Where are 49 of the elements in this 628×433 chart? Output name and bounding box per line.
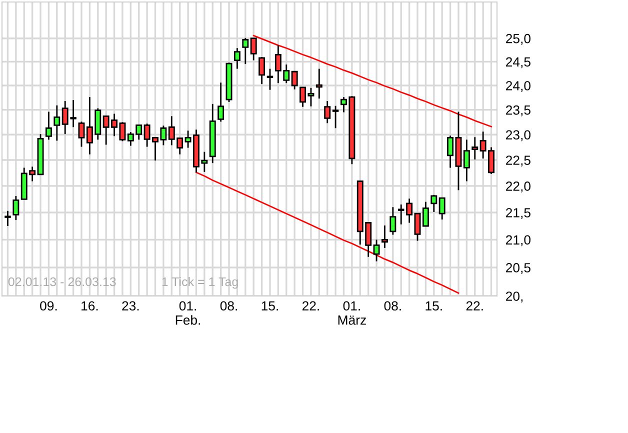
candlestick (390, 206, 396, 236)
candlestick (234, 47, 240, 70)
y-tick-label: 22,0 (506, 182, 530, 192)
candlestick (250, 38, 257, 61)
candlestick (414, 212, 421, 242)
y-tick-label: 21,5 (506, 208, 530, 219)
x-tick-label: 22. (302, 301, 319, 310)
candlestick (373, 238, 380, 262)
x-tick-label: 16. (82, 301, 98, 311)
y-tick-label: 24,0 (506, 81, 530, 92)
y-tick-label: 22,5 (506, 156, 530, 166)
candlestick (463, 138, 470, 182)
y-tick-label: 23,5 (506, 105, 530, 116)
candlestick (316, 68, 322, 100)
annotation: 1 Tick = 1 Tag (162, 277, 238, 289)
x-tick-label: 23. (122, 301, 139, 311)
y-tick-label: 21,0 (506, 235, 530, 246)
candlestick (258, 56, 266, 85)
candlestick (291, 70, 298, 90)
candlestick (4, 210, 12, 227)
candlestick (78, 120, 85, 148)
line-series (196, 172, 460, 294)
x-tick-label: 08. (220, 301, 237, 311)
x-tick-label: 01. Feb. (176, 301, 200, 325)
candlestick (406, 198, 413, 224)
x-tick-label: 22. (466, 301, 483, 310)
y-tick-label: 20, (506, 292, 522, 302)
x-tick-label: 15. (426, 301, 442, 311)
y-tick-label: 20,5 (506, 263, 530, 274)
candlestick (54, 104, 60, 142)
y-tick-label: 23,0 (506, 130, 530, 142)
candlestick (12, 195, 20, 221)
candlestick (430, 194, 438, 213)
candlestick (438, 197, 446, 220)
candlestick (422, 201, 429, 227)
candlestick (324, 100, 331, 124)
annotation: 02.01.13 - 26.03.13 (8, 277, 116, 286)
candlestick (45, 111, 52, 140)
y-tick-label: 25,0 (506, 34, 530, 45)
x-tick-label: 08. (384, 301, 401, 311)
candlestick (381, 224, 388, 249)
y-tick-label: 24,5 (506, 57, 530, 68)
x-tick-label: 09. (40, 301, 57, 311)
candlestick (242, 37, 249, 65)
x-tick-label: 01. März (338, 301, 366, 325)
candlestick (472, 136, 478, 160)
line-series (252, 34, 492, 128)
candlestick (218, 82, 224, 122)
x-tick-label: 15. (262, 301, 278, 311)
